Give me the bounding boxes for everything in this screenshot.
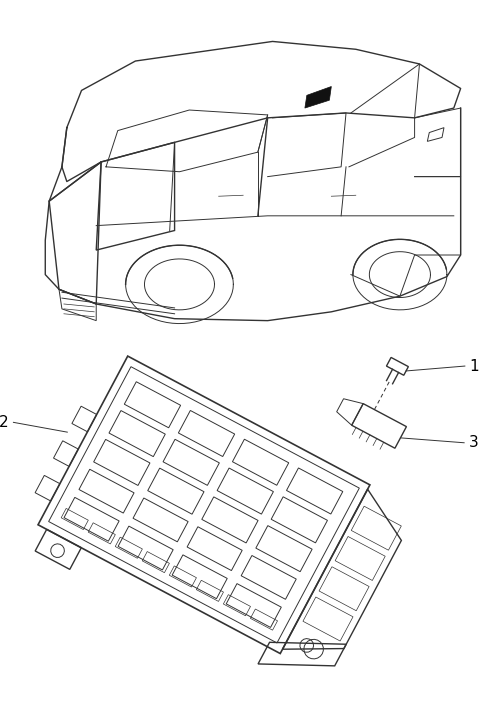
Text: 2: 2: [0, 415, 9, 430]
Text: 3: 3: [469, 435, 479, 450]
Text: 1: 1: [470, 359, 480, 373]
Polygon shape: [305, 86, 331, 108]
